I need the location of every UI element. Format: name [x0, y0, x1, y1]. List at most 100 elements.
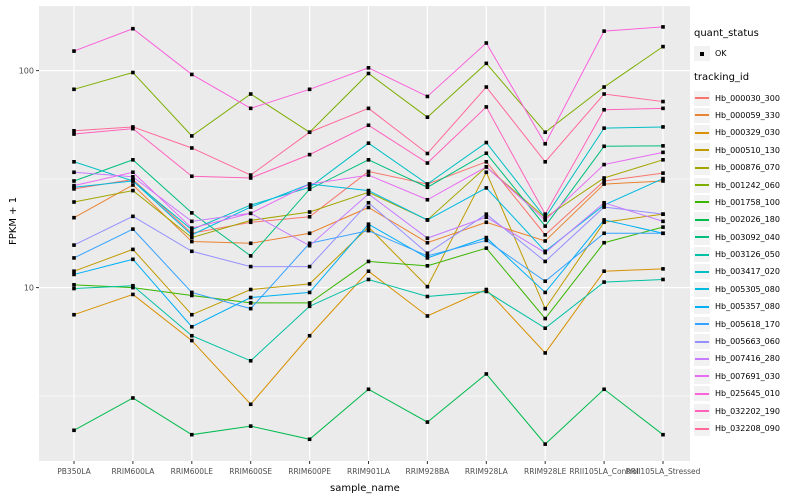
- data-point: [661, 44, 665, 49]
- y-tick-label: 10: [24, 284, 34, 293]
- data-point: [425, 218, 430, 222]
- data-point: [72, 428, 76, 433]
- data-point: [425, 151, 430, 156]
- legend-key-line-icon: [694, 142, 710, 158]
- data-point: [131, 175, 135, 179]
- data-point: [307, 185, 312, 190]
- data-point: [543, 259, 547, 264]
- data-point: [484, 151, 489, 156]
- data-point: [248, 205, 253, 209]
- data-point: [248, 92, 253, 96]
- data-point: [131, 214, 135, 219]
- data-point: [248, 241, 253, 246]
- legend-key-line-icon: [694, 264, 710, 280]
- data-point: [248, 358, 253, 363]
- x-tick-label: RRII105LA_Control: [569, 467, 639, 476]
- data-point: [72, 132, 76, 136]
- data-point: [602, 240, 606, 245]
- data-point: [307, 282, 312, 286]
- legend-item-Hb_000059_330: Hb_000059_330: [694, 107, 800, 124]
- data-point: [425, 182, 430, 186]
- data-point: [425, 251, 430, 256]
- legend-item-Hb_003092_040: Hb_003092_040: [694, 229, 800, 246]
- x-tick-label: RRIM928BA: [406, 467, 451, 476]
- x-tick-label: RRIM600LA: [111, 467, 155, 476]
- data-point: [366, 106, 371, 111]
- data-point: [131, 292, 135, 297]
- data-point: [484, 287, 489, 292]
- panel-background: [39, 6, 690, 461]
- data-point: [602, 176, 606, 180]
- data-point: [131, 179, 135, 183]
- data-point: [72, 179, 76, 183]
- x-tick-label: RRIM928LE: [524, 467, 567, 476]
- data-point: [307, 87, 312, 92]
- data-point: [366, 66, 371, 70]
- data-point: [543, 224, 547, 228]
- data-point: [366, 71, 371, 76]
- data-point: [484, 41, 489, 45]
- legend-item-label: Hb_000876_070: [715, 163, 780, 173]
- data-point: [661, 144, 665, 148]
- data-point: [602, 29, 606, 33]
- legend-item-label: Hb_032202_190: [715, 406, 780, 416]
- data-point: [72, 87, 76, 92]
- data-point: [543, 326, 547, 330]
- legend-item-Hb_000030_300: Hb_000030_300: [694, 89, 800, 106]
- legend-item-label: Hb_003417_020: [715, 267, 780, 277]
- legend-key-line-icon: [694, 247, 710, 263]
- data-point: [190, 338, 194, 343]
- legend-item-label: Hb_005305_080: [715, 284, 780, 294]
- data-point: [190, 174, 194, 179]
- data-point: [190, 226, 194, 230]
- data-point: [484, 220, 489, 225]
- legend-key-line-icon: [694, 160, 710, 176]
- data-point: [484, 186, 489, 190]
- legend-key-line-icon: [694, 299, 710, 315]
- data-point: [366, 188, 371, 193]
- data-point: [248, 254, 253, 258]
- legend-item-Hb_001242_060: Hb_001242_060: [694, 176, 800, 193]
- data-point: [366, 228, 371, 233]
- data-point: [307, 231, 312, 236]
- data-point: [484, 372, 489, 376]
- legend-item-label: Hb_001758_100: [715, 197, 780, 207]
- data-point: [543, 290, 547, 295]
- data-point: [72, 256, 76, 260]
- data-point: [602, 269, 606, 274]
- x-tick-label: RRIM600PE: [288, 467, 331, 476]
- data-point: [484, 85, 489, 89]
- legend-item-label: Hb_025645_010: [715, 389, 780, 399]
- data-point: [484, 170, 489, 175]
- data-point: [248, 220, 253, 225]
- quant-status-label: OK: [715, 49, 727, 59]
- data-point: [661, 267, 665, 271]
- legend-item-Hb_001758_100: Hb_001758_100: [694, 194, 800, 211]
- data-point: [602, 85, 606, 89]
- data-point: [190, 290, 194, 295]
- data-point: [425, 284, 430, 289]
- legend-key-line-icon: [694, 403, 710, 419]
- data-point: [543, 442, 547, 446]
- data-point: [484, 238, 489, 243]
- legend-item-label: Hb_005663_060: [715, 337, 780, 347]
- data-point: [131, 170, 135, 175]
- data-point: [602, 107, 606, 112]
- data-point: [72, 183, 76, 188]
- data-point: [131, 70, 135, 75]
- data-point: [425, 314, 430, 318]
- data-point: [661, 219, 665, 224]
- data-point: [190, 134, 194, 138]
- data-point: [543, 233, 547, 237]
- data-point: [190, 219, 194, 224]
- data-point: [602, 218, 606, 222]
- data-point: [661, 150, 665, 155]
- data-point: [661, 432, 665, 437]
- data-point: [248, 176, 253, 180]
- data-point: [307, 130, 312, 135]
- data-point: [248, 173, 253, 177]
- data-point: [661, 99, 665, 104]
- data-point: [131, 396, 135, 400]
- data-point: [425, 115, 430, 119]
- legend-item-label: Hb_005357_080: [715, 302, 780, 312]
